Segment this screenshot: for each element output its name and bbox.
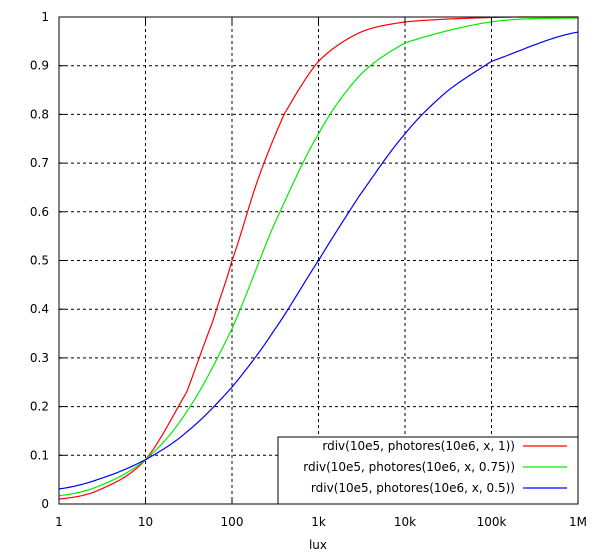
x-tick-label: 1M xyxy=(569,515,587,529)
y-tick-label: 0.7 xyxy=(30,156,49,170)
series-line-3 xyxy=(58,31,579,490)
x-axis: 1 10 100 1k 10k 100k 1M xyxy=(55,17,587,529)
y-tick-label: 0 xyxy=(41,497,49,511)
y-tick-label: 0.3 xyxy=(30,351,49,365)
x-tick-label: 10k xyxy=(394,515,416,529)
y-tick-label: 0.9 xyxy=(30,59,49,73)
y-tick-label: 0.1 xyxy=(30,448,49,462)
legend-label: rdiv(10e5, photores(10e6, x, 1)) xyxy=(322,439,515,453)
y-tick-label: 0.8 xyxy=(30,107,49,121)
y-axis: 0 0.1 0.2 0.3 0.4 0.5 0.6 0.7 0.8 0.9 1 xyxy=(30,10,578,511)
y-tick-label: 1 xyxy=(41,10,49,24)
y-tick-label: 0.2 xyxy=(30,400,49,414)
x-axis-label: lux xyxy=(309,538,327,552)
x-tick-label: 100 xyxy=(221,515,244,529)
legend-label: rdiv(10e5, photores(10e6, x, 0.5)) xyxy=(311,481,515,495)
legend-label: rdiv(10e5, photores(10e6, x, 0.75)) xyxy=(303,460,515,474)
legend-box xyxy=(277,436,579,505)
x-tick-label: 1 xyxy=(55,515,63,529)
legend: rdiv(10e5, photores(10e6, x, 1)) rdiv(10e… xyxy=(277,436,579,505)
y-tick-label: 0.4 xyxy=(30,302,49,316)
x-tick-label: 10 xyxy=(138,515,153,529)
y-tick-label: 0.5 xyxy=(30,254,49,268)
y-tick-label: 0.6 xyxy=(30,205,49,219)
x-tick-label: 1k xyxy=(311,515,326,529)
x-tick-label: 100k xyxy=(477,515,507,529)
